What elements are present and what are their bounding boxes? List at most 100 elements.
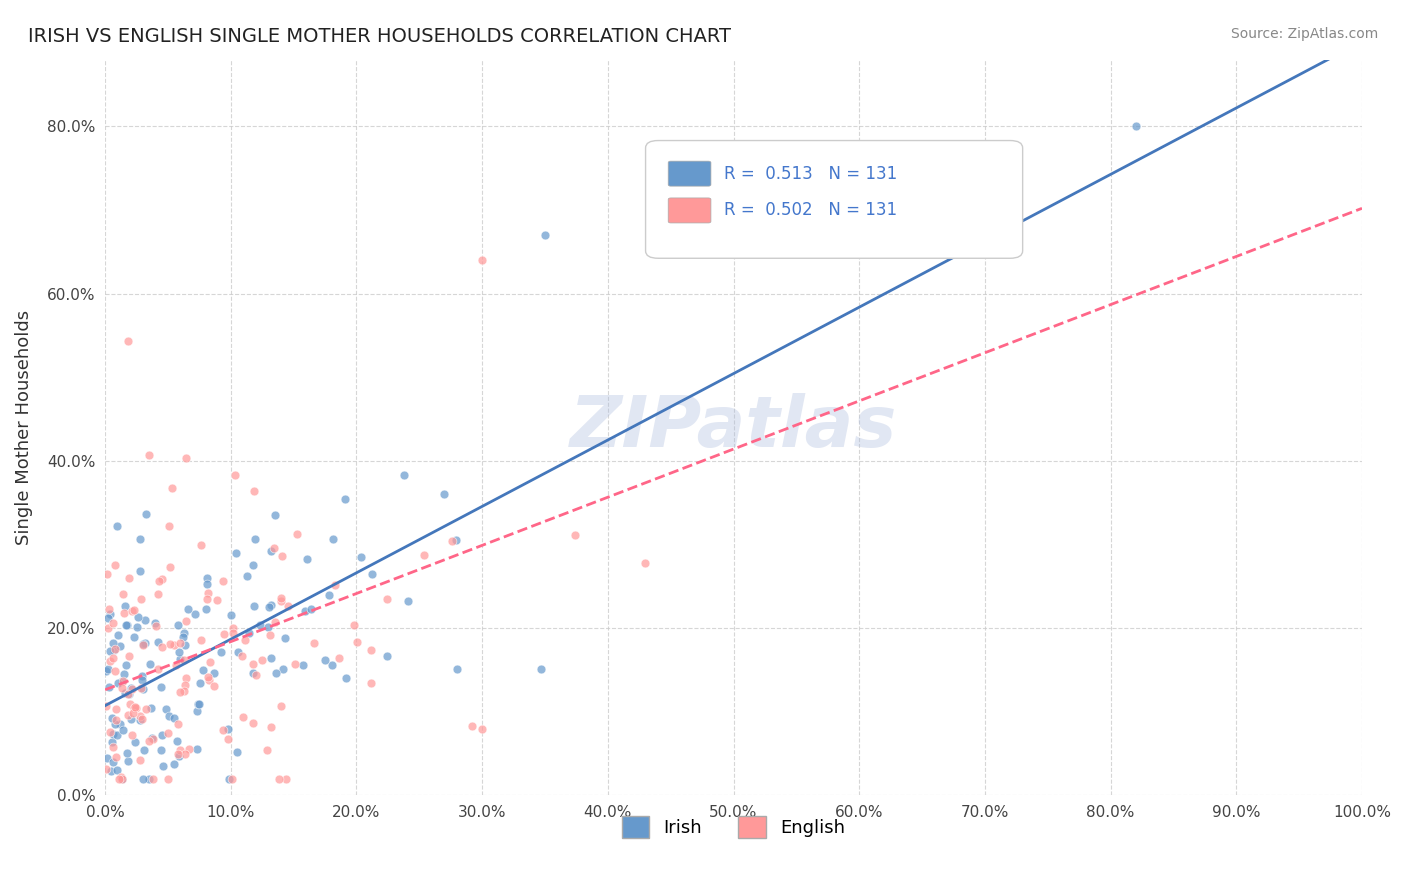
Point bbox=[259, 628, 281, 642]
Point bbox=[267, 772, 290, 786]
Point bbox=[285, 527, 308, 541]
Point bbox=[98, 724, 121, 739]
Point bbox=[101, 755, 124, 769]
Point bbox=[173, 678, 195, 692]
Point bbox=[173, 625, 195, 640]
Point bbox=[150, 743, 173, 757]
Text: R =  0.502   N = 131: R = 0.502 N = 131 bbox=[724, 202, 897, 219]
Point bbox=[169, 636, 191, 650]
Point bbox=[138, 733, 160, 747]
Point bbox=[949, 244, 972, 259]
Point bbox=[221, 621, 243, 635]
Point bbox=[328, 651, 350, 665]
Point bbox=[115, 617, 138, 632]
Point bbox=[276, 772, 298, 786]
Point bbox=[157, 726, 180, 740]
Point bbox=[250, 653, 273, 667]
Point bbox=[202, 679, 225, 693]
Point bbox=[169, 748, 191, 763]
Point bbox=[150, 680, 173, 694]
Point bbox=[120, 697, 142, 711]
Point bbox=[207, 593, 229, 607]
Point bbox=[195, 591, 218, 606]
Point bbox=[104, 664, 127, 678]
Text: R =  0.513   N = 131: R = 0.513 N = 131 bbox=[724, 165, 897, 183]
Point bbox=[117, 334, 139, 348]
Point bbox=[117, 708, 139, 723]
Point bbox=[190, 632, 212, 647]
Point bbox=[233, 632, 256, 647]
Point bbox=[110, 770, 132, 784]
Point bbox=[159, 559, 181, 574]
Point bbox=[96, 762, 118, 776]
Point bbox=[302, 636, 325, 650]
Point bbox=[167, 747, 190, 761]
Point bbox=[564, 528, 586, 542]
Point bbox=[314, 653, 336, 667]
Point bbox=[264, 508, 287, 523]
Point bbox=[270, 591, 292, 605]
Point bbox=[122, 706, 145, 720]
Point bbox=[118, 686, 141, 700]
Point bbox=[226, 645, 249, 659]
Point bbox=[375, 649, 398, 664]
Point bbox=[260, 651, 283, 665]
Point bbox=[98, 654, 121, 668]
Point bbox=[111, 723, 134, 737]
Point bbox=[104, 717, 127, 731]
Point bbox=[117, 754, 139, 768]
Point bbox=[96, 698, 118, 713]
Point bbox=[173, 684, 195, 698]
Point bbox=[127, 610, 149, 624]
Point bbox=[232, 710, 254, 724]
Point bbox=[163, 757, 186, 772]
Point bbox=[242, 558, 264, 573]
Point bbox=[212, 574, 235, 588]
Point bbox=[225, 745, 247, 759]
Point bbox=[142, 731, 165, 746]
Point bbox=[274, 631, 297, 645]
Point bbox=[184, 607, 207, 622]
Point bbox=[128, 532, 150, 546]
Point bbox=[101, 651, 124, 665]
Point bbox=[263, 541, 285, 556]
Point bbox=[128, 564, 150, 578]
Point bbox=[186, 742, 208, 756]
FancyBboxPatch shape bbox=[668, 161, 711, 186]
Point bbox=[441, 533, 464, 548]
Text: IRISH VS ENGLISH SINGLE MOTHER HOUSEHOLDS CORRELATION CHART: IRISH VS ENGLISH SINGLE MOTHER HOUSEHOLD… bbox=[28, 27, 731, 45]
Point bbox=[139, 701, 162, 715]
Point bbox=[107, 628, 129, 642]
Point bbox=[342, 618, 364, 632]
Point bbox=[346, 635, 368, 649]
Legend: Irish, English: Irish, English bbox=[614, 809, 852, 846]
Point bbox=[118, 648, 141, 663]
Point bbox=[157, 772, 180, 786]
Point bbox=[96, 664, 118, 678]
Point bbox=[197, 670, 219, 684]
Point bbox=[277, 599, 299, 614]
Point bbox=[245, 668, 267, 682]
Point bbox=[146, 662, 169, 676]
Point bbox=[412, 548, 434, 562]
Point bbox=[188, 698, 211, 712]
Point bbox=[361, 567, 384, 582]
Point bbox=[114, 658, 136, 673]
Point bbox=[219, 607, 242, 622]
Point bbox=[318, 588, 340, 602]
Point bbox=[350, 550, 373, 565]
Point bbox=[125, 620, 148, 634]
Point bbox=[195, 571, 218, 585]
Point bbox=[176, 450, 198, 465]
Point bbox=[284, 657, 307, 672]
Point bbox=[131, 673, 153, 687]
Point bbox=[333, 492, 356, 507]
Point bbox=[202, 665, 225, 680]
Point bbox=[257, 620, 280, 634]
Point bbox=[97, 611, 120, 625]
Point bbox=[173, 653, 195, 667]
Point bbox=[174, 747, 197, 761]
Point bbox=[257, 599, 280, 614]
Point bbox=[134, 636, 156, 650]
Point bbox=[231, 648, 253, 663]
